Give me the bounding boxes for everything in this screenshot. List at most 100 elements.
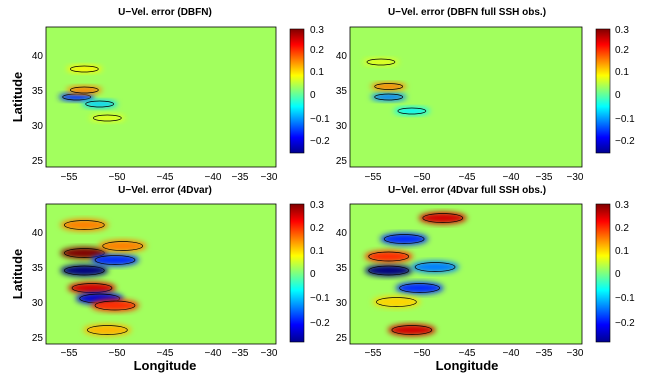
contour-line bbox=[86, 325, 128, 335]
plot-frame bbox=[349, 26, 583, 168]
y-tick-label: 35 bbox=[32, 263, 44, 274]
x-tick-label: −35 bbox=[232, 172, 249, 183]
x-tick-label: −50 bbox=[414, 348, 431, 359]
colorbar-tick-label: 0.2 bbox=[310, 223, 324, 234]
panel-4dvar-full-ssh: U−Vel. error (4Dvar full SSH obs.) −55 −… bbox=[336, 185, 635, 373]
y-ticks: 40 35 30 25 bbox=[336, 228, 348, 344]
colorbar-tick-label: 0.1 bbox=[615, 246, 629, 257]
colorbar-tick-label: −0.1 bbox=[310, 293, 330, 304]
plot-frame bbox=[349, 203, 583, 345]
contour-line bbox=[391, 325, 433, 335]
x-ticks: −55 −50 −45 −40 −35 −30 bbox=[61, 348, 278, 359]
colorbar-tick-label: 0.3 bbox=[310, 25, 324, 36]
contour-line bbox=[85, 100, 115, 108]
x-tick-label: −40 bbox=[205, 172, 222, 183]
y-tick-label: 30 bbox=[32, 298, 44, 309]
heatmap-blob bbox=[91, 254, 139, 266]
x-tick-label: −55 bbox=[365, 172, 382, 183]
colorbar-tick-label: 0.2 bbox=[615, 45, 629, 56]
heatmap-blob bbox=[380, 233, 429, 245]
y-ticks: 40 35 30 25 bbox=[336, 51, 348, 167]
contour-line bbox=[94, 300, 136, 311]
y-axis-label: Latitude bbox=[10, 72, 25, 123]
contour-line bbox=[397, 107, 427, 115]
contour-line bbox=[374, 93, 404, 101]
panel-dbfn-full-ssh: U−Vel. error (DBFN full SSH obs.) −55 −5… bbox=[336, 7, 635, 183]
heatmap-blob bbox=[60, 219, 109, 231]
contour-line bbox=[92, 114, 122, 122]
y-tick-label: 30 bbox=[336, 121, 348, 132]
x-tick-label: −35 bbox=[536, 348, 553, 359]
colorbar-tick-label: 0.3 bbox=[310, 200, 324, 211]
heatmap-blob bbox=[364, 250, 413, 263]
x-tick-label: −45 bbox=[157, 172, 174, 183]
heatmap-field bbox=[350, 27, 582, 167]
contour-line bbox=[422, 213, 464, 223]
plot-frame bbox=[45, 203, 277, 345]
colorbar-tick-label: 0.3 bbox=[615, 25, 629, 36]
colorbar-tick-label: 0.1 bbox=[615, 67, 629, 78]
x-axis-label: Longitude bbox=[134, 358, 197, 373]
colorbar-tick-label: −0.1 bbox=[615, 114, 635, 125]
contour-line bbox=[399, 283, 440, 293]
y-tick-label: 40 bbox=[336, 51, 348, 62]
colorbar-tick-label: −0.2 bbox=[615, 136, 635, 147]
x-tick-label: −30 bbox=[261, 172, 278, 183]
colorbar-gradient bbox=[289, 28, 305, 154]
contour-line bbox=[69, 65, 99, 73]
x-tick-label: −50 bbox=[109, 172, 126, 183]
x-tick-label: −45 bbox=[459, 172, 476, 183]
heatmap-blob bbox=[372, 296, 421, 308]
x-tick-label: −55 bbox=[61, 172, 78, 183]
y-tick-label: 25 bbox=[32, 333, 44, 344]
colorbar-tick-label: −0.1 bbox=[310, 114, 330, 125]
y-tick-label: 25 bbox=[336, 333, 348, 344]
colorbar-tick-label: 0.2 bbox=[615, 223, 629, 234]
panel-4dvar: U−Vel. error (4Dvar) −55 −50 −45 −40 −35… bbox=[10, 185, 330, 373]
contour-line bbox=[63, 265, 105, 276]
x-tick-label: −55 bbox=[365, 348, 382, 359]
y-tick-label: 35 bbox=[336, 86, 348, 97]
colorbar-tick-label: 0.1 bbox=[310, 67, 324, 78]
contour-line bbox=[94, 255, 136, 265]
y-tick-label: 30 bbox=[32, 121, 44, 132]
x-tick-label: −40 bbox=[503, 348, 520, 359]
heatmap-blob bbox=[411, 261, 460, 273]
colorbar-tick-label: 0 bbox=[615, 90, 621, 101]
y-tick-label: 25 bbox=[336, 156, 348, 167]
x-ticks: −55 −50 −45 −40 −35 −30 bbox=[61, 172, 278, 183]
heatmap-field bbox=[350, 204, 582, 344]
x-tick-label: −45 bbox=[459, 348, 476, 359]
y-axis-label: Latitude bbox=[10, 249, 25, 300]
y-ticks: 40 35 30 25 bbox=[32, 228, 44, 344]
y-tick-label: 30 bbox=[336, 298, 348, 309]
x-tick-label: −50 bbox=[109, 348, 126, 359]
colorbar-tick-label: 0 bbox=[310, 269, 316, 280]
contour-line bbox=[368, 251, 410, 262]
contour-line bbox=[63, 248, 105, 258]
y-tick-label: 35 bbox=[32, 86, 44, 97]
heatmap-blob bbox=[60, 264, 109, 277]
x-axis-label: Longitude bbox=[436, 358, 499, 373]
contour-line bbox=[62, 93, 92, 101]
colorbar-tick-label: −0.2 bbox=[615, 318, 635, 329]
x-tick-label: −55 bbox=[61, 348, 78, 359]
contour-line bbox=[102, 241, 144, 251]
contour-line bbox=[63, 220, 105, 230]
colorbar: 0.3 0.2 0.1 0 −0.1 −0.2 bbox=[289, 200, 330, 343]
contour-line bbox=[71, 283, 113, 293]
colorbar-tick-label: 0 bbox=[615, 269, 621, 280]
x-tick-label: −30 bbox=[261, 348, 278, 359]
colorbar-tick-label: 0.1 bbox=[310, 246, 324, 257]
x-ticks: −55 −50 −45 −40 −35 −30 bbox=[365, 348, 584, 359]
heatmap-blob bbox=[387, 324, 436, 336]
panel-title: U−Vel. error (DBFN full SSH obs.) bbox=[388, 7, 546, 18]
heatmap-field bbox=[46, 27, 276, 167]
contour-line bbox=[366, 58, 396, 66]
colorbar-tick-label: −0.2 bbox=[310, 318, 330, 329]
x-tick-label: −35 bbox=[232, 348, 249, 359]
colorbar-tick-label: 0.2 bbox=[310, 45, 324, 56]
x-ticks: −55 −50 −45 −40 −35 −30 bbox=[365, 172, 584, 183]
contour-line bbox=[368, 265, 410, 276]
colorbar-tick-label: 0 bbox=[310, 90, 316, 101]
